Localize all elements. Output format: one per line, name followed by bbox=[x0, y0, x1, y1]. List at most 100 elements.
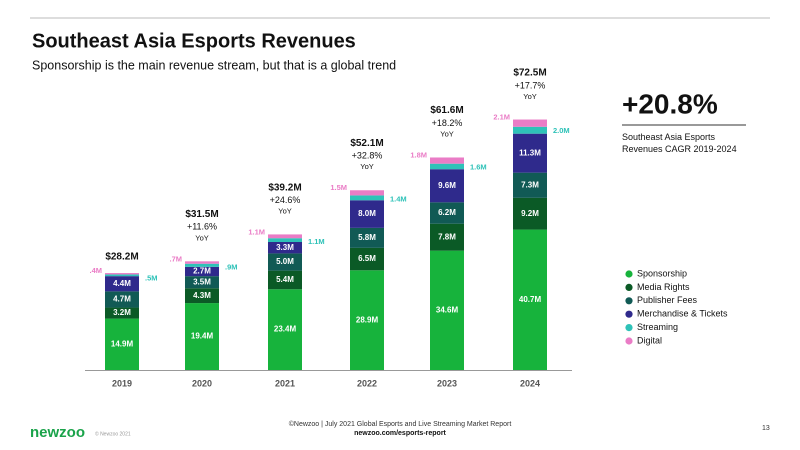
page-number: 13 bbox=[762, 425, 770, 432]
x-tick-label: 2023 bbox=[437, 378, 457, 388]
legend-marker bbox=[625, 337, 633, 345]
total-label: $61.6M bbox=[430, 105, 463, 116]
bar-segment bbox=[185, 266, 219, 277]
cagr-box: Southeast Asia Esports Revenues CAGR 201… bbox=[622, 132, 737, 154]
segment-label: 5.0M bbox=[276, 257, 294, 266]
segment-label: 9.2M bbox=[521, 209, 539, 218]
segment-label: 7.8M bbox=[438, 232, 456, 241]
x-tick-label: 2022 bbox=[357, 378, 377, 388]
segment-label: 5.4M bbox=[276, 275, 294, 284]
segment-label: .4M bbox=[89, 266, 102, 275]
legend-label: Digital bbox=[637, 335, 662, 345]
segment-label: 11.3M bbox=[519, 148, 541, 157]
growth-label: +24.6% bbox=[270, 195, 301, 205]
bar-segment bbox=[268, 242, 302, 254]
bar-segment bbox=[185, 261, 219, 264]
growth-label: +17.7% bbox=[515, 80, 546, 90]
segment-label: 2.1M bbox=[493, 113, 510, 122]
bar-segment bbox=[513, 119, 547, 127]
legend-label: Publisher Fees bbox=[637, 295, 698, 305]
bar-segment bbox=[268, 253, 302, 271]
legend-marker bbox=[625, 283, 633, 291]
bar-segment bbox=[185, 263, 219, 267]
total-label: $52.1M bbox=[350, 138, 383, 149]
bar-segment bbox=[513, 133, 547, 173]
segment-label: 5.8M bbox=[358, 233, 376, 242]
growth-label: +32.8% bbox=[352, 151, 383, 161]
bar-segment bbox=[430, 223, 464, 251]
segment-label: 3.5M bbox=[193, 277, 211, 286]
growth-label: +18.2% bbox=[432, 118, 463, 128]
bar-segment bbox=[513, 229, 547, 370]
cagr-value: +20.8% bbox=[622, 88, 718, 119]
bar-segment bbox=[350, 195, 384, 201]
bar-segment bbox=[430, 163, 464, 170]
bar-segment bbox=[105, 318, 139, 370]
legend-label: Merchandise & Tickets bbox=[637, 309, 728, 319]
bar-segment bbox=[105, 273, 139, 275]
segment-label: .9M bbox=[225, 263, 238, 272]
bar-segment bbox=[185, 288, 219, 304]
bar-segment bbox=[350, 270, 384, 370]
total-label: $72.5M bbox=[513, 68, 546, 79]
total-label: $39.2M bbox=[268, 182, 301, 193]
segment-label: 40.7M bbox=[519, 295, 542, 304]
segment-label: 4.7M bbox=[113, 295, 131, 304]
legend-marker bbox=[625, 270, 633, 278]
legend-label: Sponsorship bbox=[637, 268, 687, 278]
bar-segment bbox=[350, 200, 384, 228]
total-label: $28.2M bbox=[105, 251, 138, 262]
source: ©Newzoo | July 2021 Global Esports and L… bbox=[289, 420, 512, 428]
segment-label: 8.0M bbox=[358, 209, 376, 218]
bar-segment bbox=[105, 307, 139, 319]
segment-label: 28.9M bbox=[356, 315, 379, 324]
bar-segment bbox=[430, 202, 464, 224]
segment-label: 19.4M bbox=[191, 332, 214, 341]
growth-label: +11.6% bbox=[187, 222, 217, 232]
segment-label: .5M bbox=[145, 273, 158, 282]
bar-segment bbox=[430, 250, 464, 370]
bar-segment bbox=[268, 234, 302, 239]
legend-marker bbox=[625, 297, 633, 305]
bar-segment bbox=[430, 157, 464, 164]
legend-marker bbox=[625, 324, 633, 332]
bar-segment bbox=[268, 270, 302, 290]
segment-label: 4.3M bbox=[193, 291, 211, 300]
bar-segment bbox=[430, 169, 464, 203]
bar-segment bbox=[105, 291, 139, 308]
segment-label: 4.4M bbox=[113, 279, 131, 288]
segment-label: 1.1M bbox=[248, 227, 265, 236]
growth-unit: YoY bbox=[440, 129, 454, 138]
x-tick-label: 2019 bbox=[112, 378, 132, 388]
growth-unit: YoY bbox=[278, 207, 292, 216]
segment-label: .7M bbox=[169, 254, 182, 263]
segment-label: 9.6M bbox=[438, 181, 456, 190]
chart-subtitle: Sponsorship is the main revenue stream, … bbox=[32, 58, 396, 72]
total-label: $31.5M bbox=[185, 209, 218, 220]
bar-segment bbox=[268, 238, 302, 243]
segment-label: 1.6M bbox=[470, 163, 487, 172]
growth-unit: YoY bbox=[523, 92, 537, 101]
bar-segment bbox=[105, 274, 139, 277]
bar-segment bbox=[185, 303, 219, 370]
segment-label: 3.3M bbox=[276, 243, 294, 252]
bar-segment bbox=[105, 276, 139, 292]
cagr-description: Southeast Asia Esports Revenues CAGR 201… bbox=[622, 132, 737, 154]
legend-label: Media Rights bbox=[637, 282, 690, 292]
bar-segment bbox=[513, 172, 547, 198]
growth-unit: YoY bbox=[360, 162, 374, 171]
bar-segment bbox=[268, 289, 302, 370]
segment-label: 7.3M bbox=[521, 180, 539, 189]
segment-label: 6.5M bbox=[358, 254, 376, 263]
segment-label: 1.4M bbox=[390, 194, 407, 203]
x-tick-label: 2024 bbox=[520, 378, 540, 388]
segment-label: 34.6M bbox=[436, 305, 459, 314]
x-tick-label: 2021 bbox=[275, 378, 295, 388]
chart-title: Southeast Asia Esports Revenues bbox=[32, 30, 356, 52]
segment-label: 2.7M bbox=[193, 267, 211, 276]
bar-segment bbox=[350, 247, 384, 271]
bar-segment bbox=[185, 276, 219, 289]
segment-label: 1.1M bbox=[308, 237, 325, 246]
